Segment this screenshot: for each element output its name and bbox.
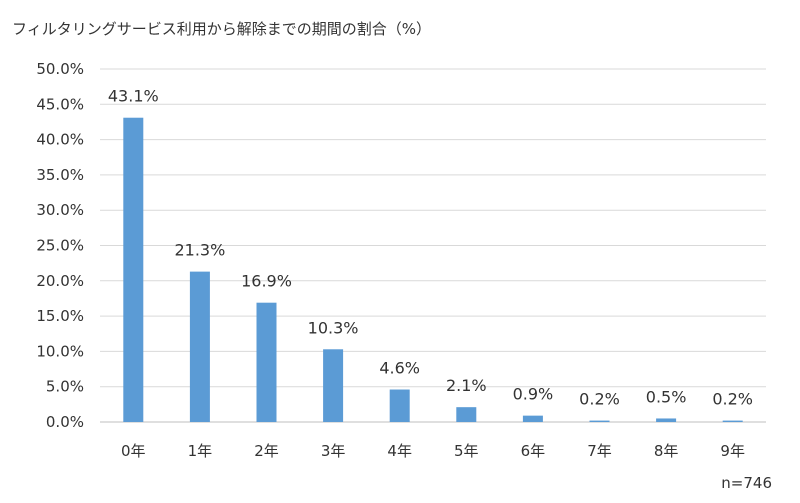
y-tick-label: 45.0% — [36, 95, 84, 113]
data-label: 4.6% — [379, 359, 420, 378]
data-label: 0.5% — [646, 387, 687, 406]
x-tick-label: 6年 — [521, 442, 546, 460]
y-tick-label: 50.0% — [36, 60, 84, 78]
data-label: 10.3% — [308, 318, 359, 337]
sample-size-note: n=746 — [721, 474, 772, 492]
chart-title: フィルタリングサービス利用から解除までの期間の割合（%） — [12, 20, 431, 38]
bar — [722, 420, 743, 422]
y-tick-label: 0.0% — [46, 413, 84, 431]
bar — [456, 407, 477, 422]
x-tick-label: 2年 — [254, 442, 279, 460]
x-tick-label: 1年 — [188, 442, 213, 460]
x-tick-label: 8年 — [654, 442, 679, 460]
data-label: 0.9% — [513, 385, 554, 404]
bar — [522, 415, 543, 422]
y-tick-label: 35.0% — [36, 166, 84, 184]
data-label: 43.1% — [108, 87, 159, 106]
bar — [656, 418, 677, 422]
y-tick-label: 15.0% — [36, 307, 84, 325]
y-tick-label: 10.0% — [36, 342, 84, 360]
y-tick-label: 40.0% — [36, 131, 84, 149]
data-label: 0.2% — [712, 390, 753, 409]
bar — [589, 420, 610, 422]
bar — [389, 389, 410, 422]
bar — [123, 117, 144, 423]
data-label: 2.1% — [446, 376, 487, 395]
bar — [189, 271, 210, 422]
y-tick-label: 30.0% — [36, 201, 84, 219]
bar — [323, 349, 344, 422]
data-label: 21.3% — [174, 241, 225, 260]
x-tick-label: 5年 — [454, 442, 479, 460]
bar — [256, 302, 277, 422]
y-tick-label: 25.0% — [36, 237, 84, 255]
x-tick-label: 7年 — [587, 442, 612, 460]
x-tick-label: 9年 — [720, 442, 745, 460]
y-tick-label: 20.0% — [36, 272, 84, 290]
x-tick-label: 0年 — [121, 442, 146, 460]
x-tick-label: 3年 — [321, 442, 346, 460]
y-tick-label: 5.0% — [46, 378, 84, 396]
data-label: 0.2% — [579, 390, 620, 409]
x-tick-label: 4年 — [387, 442, 412, 460]
data-label: 16.9% — [241, 272, 292, 291]
